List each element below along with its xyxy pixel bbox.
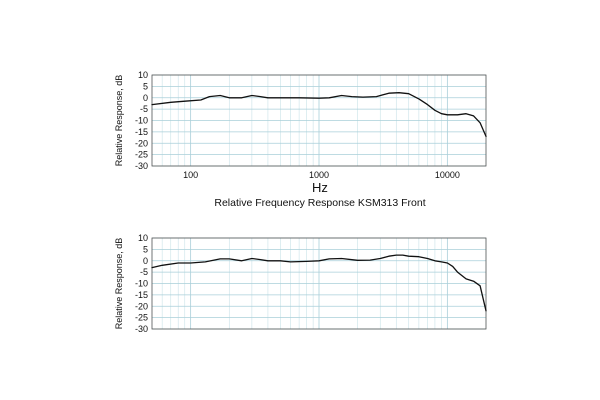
x-axis-label: Hz <box>312 180 328 195</box>
y-tick-label: -25 <box>135 313 148 323</box>
y-axis-label: Relative Response, dB <box>114 75 124 167</box>
y-axis-label: Relative Response, dB <box>114 238 124 330</box>
response-curve <box>151 254 487 312</box>
y-tick-label: -30 <box>135 161 148 171</box>
y-tick-label: -20 <box>135 301 148 311</box>
y-tick-label: -10 <box>135 279 148 289</box>
y-tick-label: 10 <box>138 70 148 80</box>
y-tick-label: -15 <box>135 127 148 137</box>
y-tick-label: -5 <box>140 267 148 277</box>
y-tick-label: -5 <box>140 104 148 114</box>
y-tick-label: 0 <box>143 256 148 266</box>
x-tick-label: 10000 <box>435 170 460 180</box>
response-curve <box>151 92 487 138</box>
y-tick-label: 0 <box>143 93 148 103</box>
y-tick-label: -20 <box>135 138 148 148</box>
y-tick-label: -25 <box>135 150 148 160</box>
plot-frame <box>151 74 487 167</box>
x-tick-label: 100 <box>183 170 198 180</box>
y-tick-label: -10 <box>135 116 148 126</box>
chart-title: Relative Frequency Response KSM313 Front <box>214 197 425 209</box>
y-tick-label: 10 <box>138 233 148 243</box>
y-tick-label: -15 <box>135 290 148 300</box>
y-tick-label: 5 <box>143 81 148 91</box>
chart-top: 105 0-5 -10-15-20 -25-30 100 1000 10000 Relativ… <box>114 70 487 180</box>
chart-bottom: 105 0-5 -10-15-20 -25-30 Relative Response, … <box>114 233 487 334</box>
x-tick-label: 1000 <box>309 170 329 180</box>
plot-frame <box>151 237 487 330</box>
y-tick-label: -30 <box>135 324 148 334</box>
y-tick-label: 5 <box>143 244 148 254</box>
